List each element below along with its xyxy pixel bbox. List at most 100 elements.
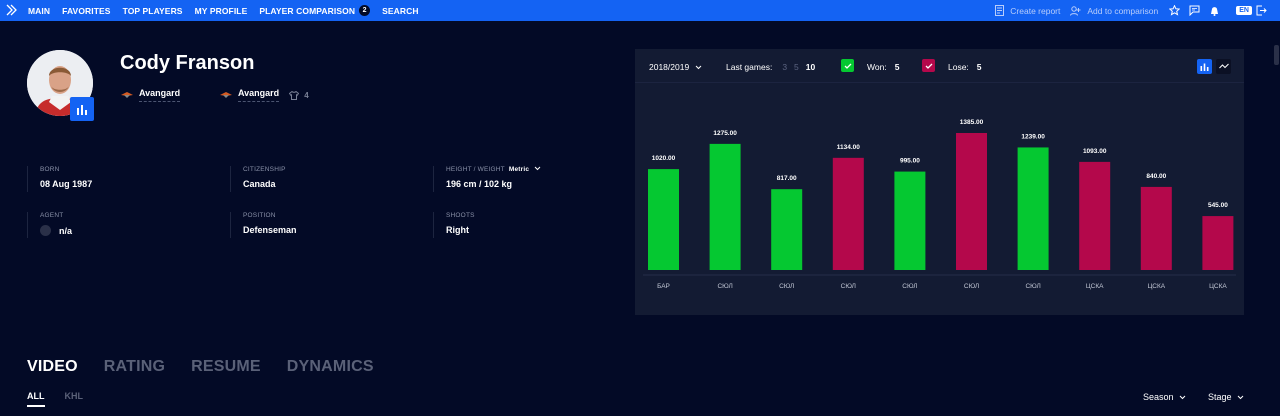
bar-chart-icon	[77, 104, 87, 115]
team-link-2[interactable]: Avangard 4	[220, 88, 309, 102]
won-checkbox[interactable]	[841, 59, 854, 72]
chevron-down-icon	[534, 166, 541, 171]
check-icon	[844, 63, 851, 69]
chart-value-label-4: 1134.00	[837, 144, 861, 151]
add-user-icon	[1070, 5, 1081, 16]
height-weight-value: 196 cm / 102 kg	[446, 179, 513, 189]
nav-main[interactable]: MAIN	[28, 5, 51, 16]
stage-filter-dropdown[interactable]: Stage	[1208, 392, 1244, 402]
chart-bar-3[interactable]	[771, 189, 803, 270]
nav-player-comparison[interactable]: PLAYER COMPARISON 2	[259, 5, 371, 16]
chart-category-label-8: ЦСКА	[1086, 283, 1104, 290]
won-label: Won:	[867, 62, 887, 72]
lose-checkbox[interactable]	[922, 59, 935, 72]
tab-resume[interactable]: RESUME	[191, 358, 261, 375]
nav-top-players[interactable]: TOP PLAYERS	[122, 5, 183, 16]
player-stats-button[interactable]	[70, 97, 94, 121]
chart-category-label-1: БАР	[657, 283, 670, 290]
chevron-down-icon	[1237, 395, 1243, 399]
avangard-logo-icon	[220, 92, 232, 98]
info-born: BORN 08 Aug 1987	[27, 166, 92, 192]
lose-summary: Lose: 5	[948, 62, 982, 72]
logout-icon[interactable]	[1255, 4, 1267, 16]
unit-dropdown[interactable]: Metric	[509, 166, 541, 173]
chevron-down-icon	[695, 65, 702, 69]
chart-bar-5[interactable]	[894, 171, 926, 270]
top-navigation-bar: MAIN FAVORITES TOP PLAYERS MY PROFILE PL…	[0, 0, 1280, 21]
stage-filter-label: Stage	[1208, 392, 1232, 402]
info-position: POSITION Defenseman	[230, 212, 297, 238]
height-weight-label: HEIGHT / WEIGHT	[446, 166, 505, 173]
games-chart-panel: 2018/2019 Last games: 3 5 10 Won: 5 Lose:…	[635, 49, 1244, 315]
season-dropdown[interactable]: 2018/2019	[649, 62, 702, 72]
chart-bar-1[interactable]	[648, 169, 679, 270]
position-label: POSITION	[243, 212, 276, 219]
document-icon	[995, 5, 1005, 16]
tab-dynamics[interactable]: DYNAMICS	[286, 358, 374, 375]
last-games-option-3[interactable]: 3	[782, 62, 788, 72]
chart-bar-6[interactable]	[956, 133, 987, 270]
add-to-comparison-label: Add to comparison	[1087, 5, 1159, 16]
tab-rating[interactable]: RATING	[103, 358, 166, 375]
create-report-button[interactable]: Create report	[995, 5, 1060, 16]
language-switch[interactable]: EN	[1236, 6, 1252, 15]
chat-icon[interactable]	[1188, 5, 1200, 17]
logo-icon[interactable]	[6, 4, 18, 16]
bar-view-button[interactable]	[1197, 59, 1212, 74]
won-summary: Won: 5	[867, 62, 899, 72]
chart-bar-9[interactable]	[1140, 186, 1172, 270]
season-filter-dropdown[interactable]: Season	[1143, 392, 1186, 402]
subtab-all[interactable]: ALL	[27, 391, 45, 407]
add-to-comparison-button[interactable]: Add to comparison	[1070, 6, 1158, 16]
chart-category-label-2: СЮЛ	[717, 283, 732, 290]
chart-bar-10[interactable]	[1202, 216, 1234, 270]
chart-value-label-3: 817.00	[777, 175, 797, 182]
comparison-count-badge: 2	[359, 5, 371, 16]
season-value: 2018/2019	[649, 62, 690, 72]
jersey-number-value: 4	[304, 90, 309, 100]
chart-category-label-10: ЦСКА	[1209, 283, 1227, 290]
citizenship-value: Canada	[243, 179, 276, 189]
chart-category-label-6: СЮЛ	[964, 283, 979, 290]
agent-avatar	[40, 225, 51, 236]
team-link-1[interactable]: Avangard	[121, 88, 181, 102]
chart-category-label-3: СЮЛ	[779, 283, 794, 290]
chart-value-label-7: 1239.00	[1021, 133, 1045, 140]
bar-chart-icon	[1200, 63, 1209, 71]
line-view-button[interactable]	[1216, 59, 1231, 74]
nav-favorites[interactable]: FAVORITES	[62, 5, 111, 16]
shoots-value: Right	[446, 225, 469, 235]
jersey-number: 4	[289, 90, 309, 100]
unit-dropdown-value: Metric	[508, 166, 530, 173]
section-tabs: VIDEO RATING RESUME DYNAMICS	[27, 358, 400, 376]
star-icon[interactable]	[1168, 5, 1180, 17]
nav-search[interactable]: SEARCH	[382, 5, 419, 16]
chart-bar-2[interactable]	[709, 143, 741, 270]
lose-count: 5	[976, 62, 982, 72]
avangard-logo-icon	[121, 92, 133, 98]
chart-controls: 2018/2019 Last games: 3 5 10 Won: 5 Lose:…	[635, 49, 1244, 83]
chart-value-label-6: 1385.00	[960, 119, 984, 126]
subtab-khl[interactable]: KHL	[64, 391, 84, 401]
citizenship-label: CITIZENSHIP	[243, 166, 286, 173]
chart-category-label-7: СЮЛ	[1025, 283, 1040, 290]
tab-video[interactable]: VIDEO	[27, 358, 78, 375]
chart-value-label-5: 995.00	[900, 158, 920, 165]
chart-bar-4[interactable]	[832, 157, 864, 270]
line-chart-icon	[1218, 63, 1229, 69]
season-filter-label: Season	[1143, 392, 1174, 402]
last-games-option-10[interactable]: 10	[805, 62, 816, 72]
team-name-1: Avangard	[139, 88, 181, 102]
scrollbar-thumb[interactable]	[1274, 45, 1279, 65]
nav-my-profile[interactable]: MY PROFILE	[194, 5, 248, 16]
team-name-2: Avangard	[238, 88, 280, 102]
chart-category-label-9: ЦСКА	[1147, 283, 1165, 290]
position-value: Defenseman	[243, 225, 297, 235]
chart-bar-7[interactable]	[1017, 147, 1049, 270]
last-games-option-5[interactable]: 5	[794, 62, 799, 72]
check-icon	[925, 63, 932, 69]
page-scrollbar[interactable]	[1272, 21, 1280, 416]
chart-bar-8[interactable]	[1079, 161, 1111, 270]
notification-bell-icon[interactable]	[1208, 5, 1220, 17]
nav-player-comparison-label: PLAYER COMPARISON	[259, 5, 356, 16]
